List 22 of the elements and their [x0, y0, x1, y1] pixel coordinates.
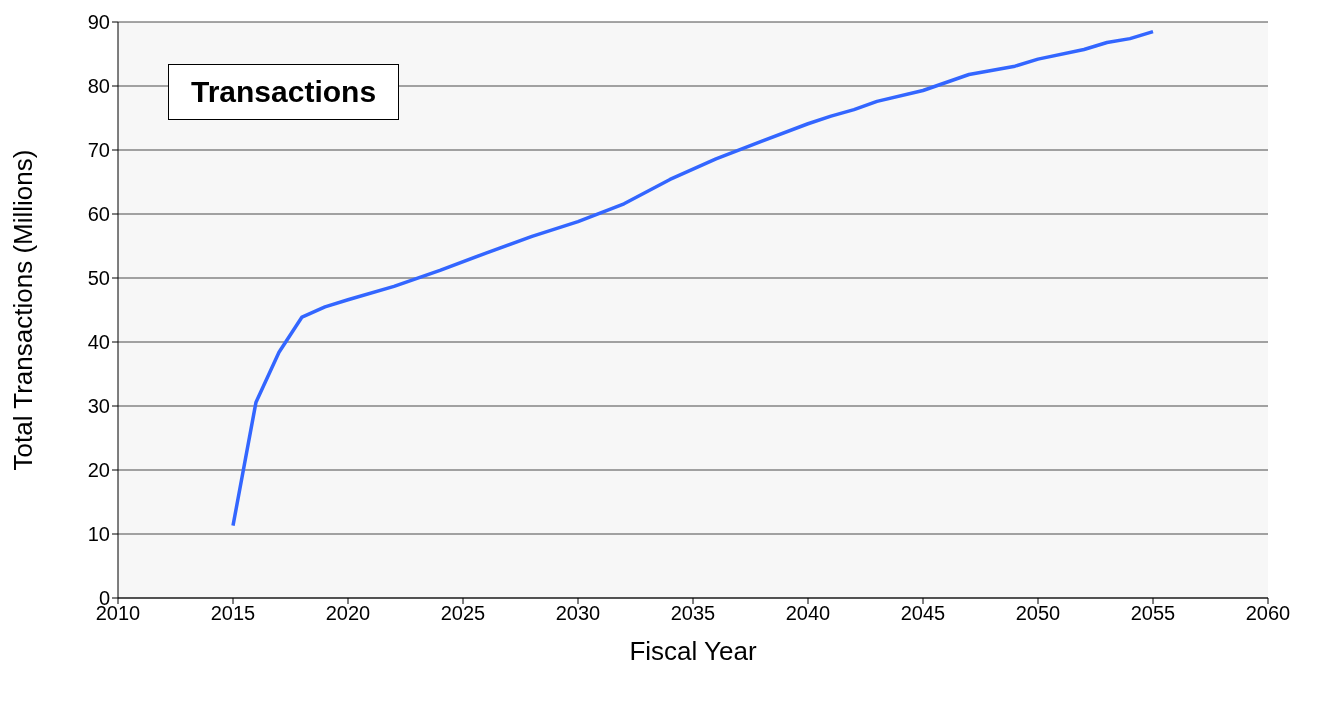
x-tick-label: 2040	[785, 602, 831, 625]
y-tick-label: 40	[87, 331, 110, 354]
x-tick-label: 2025	[440, 602, 486, 625]
y-tick-label: 10	[87, 523, 110, 546]
y-tick-label: 50	[87, 267, 110, 290]
x-axis-title: Fiscal Year	[629, 636, 757, 666]
y-tick-label: 90	[87, 11, 110, 34]
annotation: Transactions	[168, 64, 400, 120]
x-tick-label: 2055	[1130, 602, 1176, 625]
x-tick-label: 2050	[1015, 602, 1061, 625]
x-tick-label: 2060	[1245, 602, 1291, 625]
y-tick-label: 80	[87, 75, 110, 98]
x-tick-label: 2030	[555, 602, 601, 625]
y-tick-label: 30	[87, 395, 110, 418]
x-tick-label: 2015	[210, 602, 256, 625]
y-tick-label: 20	[87, 459, 110, 482]
x-tick-label: 2020	[325, 602, 371, 625]
x-tick-label: 2045	[900, 602, 946, 625]
y-axis-title: Total Transactions (Millions)	[8, 149, 39, 471]
y-tick-label: 70	[87, 139, 110, 162]
x-tick-label: 2035	[670, 602, 716, 625]
y-tick-label: 60	[87, 203, 110, 226]
